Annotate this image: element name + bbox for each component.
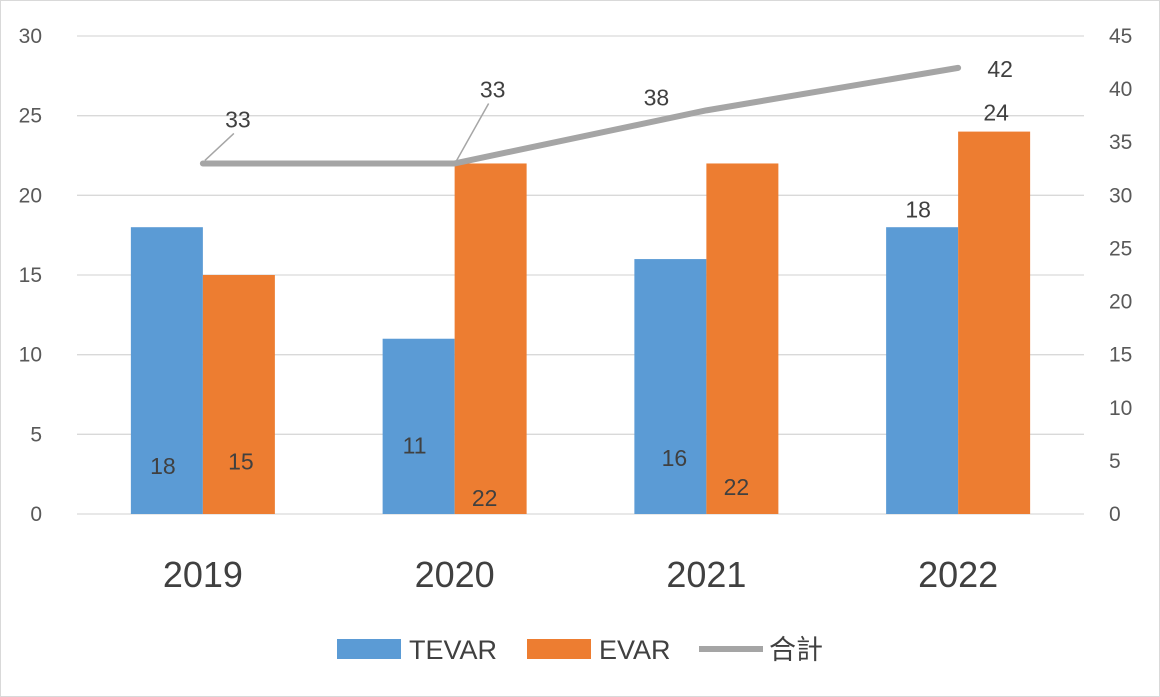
legend-swatch — [337, 639, 401, 659]
data-label-total: 38 — [644, 84, 670, 110]
x-category-label: 2021 — [666, 554, 746, 595]
x-category-label: 2019 — [163, 554, 243, 595]
data-label-evar: 22 — [724, 474, 750, 500]
y-right-tick-label: 0 — [1109, 503, 1121, 526]
y-left-tick-label: 25 — [19, 105, 42, 128]
y-right-tick-label: 10 — [1109, 397, 1132, 420]
bar-tevar — [634, 259, 707, 514]
data-label-evar: 24 — [983, 99, 1009, 125]
y-left-tick-label: 0 — [30, 503, 42, 526]
data-label-tevar: 18 — [905, 197, 931, 223]
y-left-tick-label: 30 — [19, 25, 42, 48]
y-right-tick-label: 5 — [1109, 450, 1121, 473]
data-label-tevar: 16 — [662, 445, 688, 471]
bar-evar — [454, 163, 527, 514]
y-right-tick-label: 30 — [1109, 184, 1132, 207]
legend-swatch — [527, 639, 591, 659]
legend-label: TEVAR — [409, 635, 497, 665]
x-category-label: 2020 — [415, 554, 495, 595]
data-label-tevar: 18 — [150, 453, 176, 479]
data-label-evar: 22 — [472, 485, 498, 511]
y-left-tick-label: 10 — [19, 344, 42, 367]
bar-evar — [706, 163, 779, 514]
y-left-tick-label: 20 — [19, 184, 42, 207]
bar-tevar — [130, 227, 203, 514]
leader-line — [204, 132, 235, 162]
y-right-tick-label: 20 — [1109, 291, 1132, 314]
legend-label: EVAR — [599, 635, 671, 665]
bar-tevar — [886, 227, 959, 514]
x-category-label: 2022 — [918, 554, 998, 595]
data-label-total: 33 — [225, 106, 251, 132]
data-label-evar: 15 — [228, 448, 254, 474]
data-label-total: 33 — [480, 76, 506, 102]
bar-evar — [202, 275, 275, 514]
data-label-total: 42 — [987, 56, 1013, 82]
y-right-tick-label: 45 — [1109, 25, 1132, 48]
data-label-tevar: 11 — [403, 432, 427, 458]
bar-tevar — [382, 338, 455, 514]
y-left-tick-label: 15 — [19, 264, 42, 287]
y-right-tick-label: 25 — [1109, 237, 1132, 260]
legend-label: 合計 — [769, 635, 823, 665]
leader-line — [455, 103, 490, 161]
bar-evar — [958, 131, 1031, 514]
y-right-tick-label: 15 — [1109, 344, 1132, 367]
y-left-tick-label: 5 — [30, 423, 42, 446]
y-right-tick-label: 35 — [1109, 131, 1132, 154]
y-right-tick-label: 40 — [1109, 78, 1132, 101]
line-total — [199, 64, 962, 167]
